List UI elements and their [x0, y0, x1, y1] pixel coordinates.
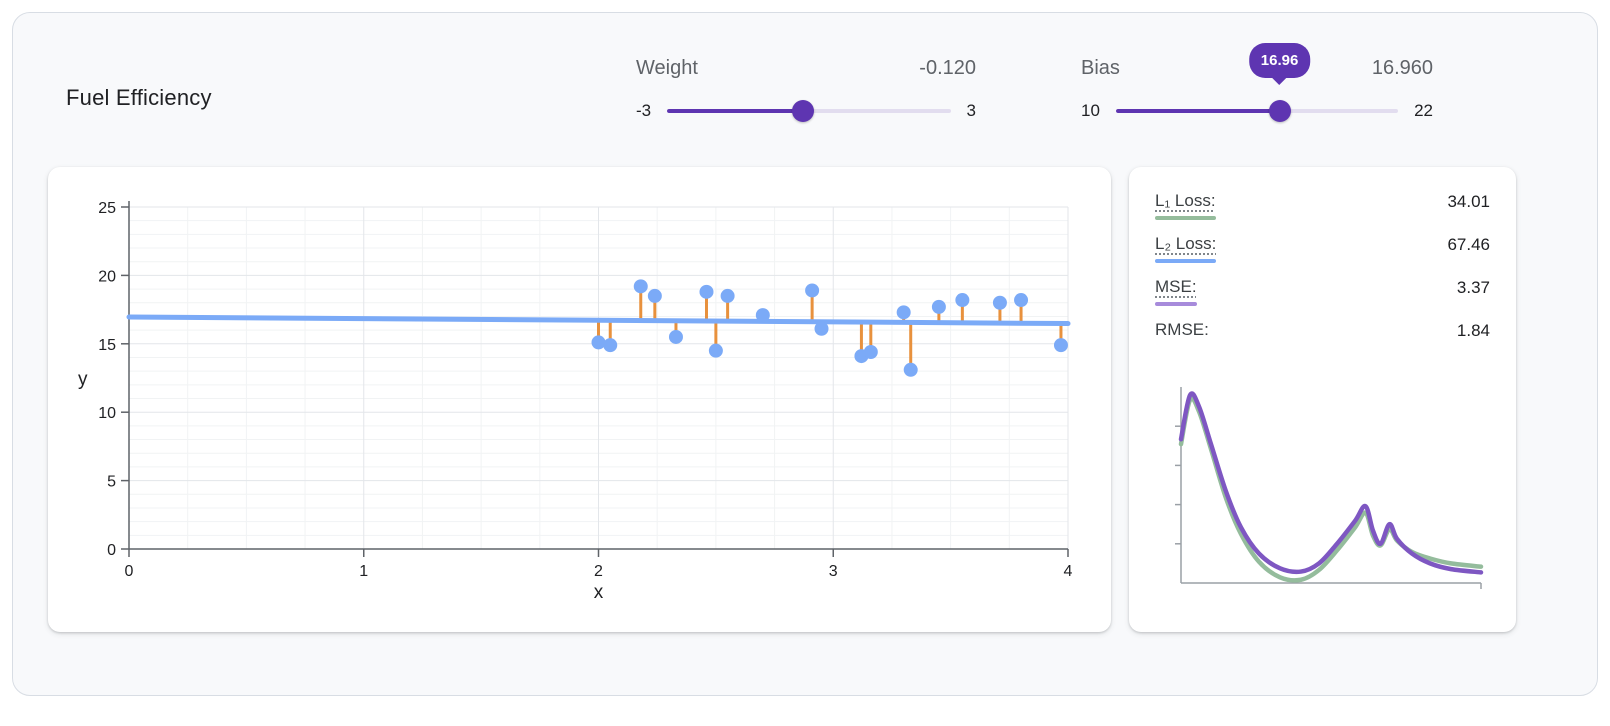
svg-text:1: 1 [359, 563, 368, 580]
weight-slider[interactable] [667, 100, 951, 122]
loss-history-chart-wrap [1129, 379, 1516, 624]
metric-l2-legend-swatch [1155, 259, 1216, 263]
metric-l1-legend-swatch [1155, 216, 1216, 220]
svg-text:0: 0 [107, 542, 116, 559]
svg-text:20: 20 [98, 268, 116, 285]
svg-text:0: 0 [125, 563, 134, 580]
bias-slider-track[interactable] [1115, 109, 1399, 113]
metric-l2-value: 67.46 [1447, 235, 1490, 254]
bias-slider-fill [1115, 109, 1280, 113]
metric-l2-label: L₂ Loss: [1155, 234, 1217, 253]
metric-mse-legend-swatch [1155, 302, 1197, 306]
bias-min-label: 10 [1081, 101, 1100, 120]
svg-text:5: 5 [107, 474, 116, 491]
metric-l1-label: L₁ Loss: [1155, 191, 1216, 210]
scatter-plot: 0 5 10 15 20 25 0 1 2 3 4 y x [78, 200, 1073, 603]
svg-text:x: x [594, 582, 604, 603]
svg-text:y: y [78, 369, 88, 390]
metric-mse: MSE: 3.37 [1155, 277, 1490, 307]
loss-metrics: L₁ Loss: 34.01 L₂ Loss: 67.46 MSE: 3.37 [1129, 167, 1516, 350]
metric-mse-value: 3.37 [1456, 278, 1490, 297]
svg-text:10: 10 [98, 405, 116, 422]
weight-min-label: -3 [636, 101, 652, 120]
bias-slider-thumb[interactable] [1268, 100, 1291, 122]
weight-slider-thumb[interactable] [792, 100, 815, 122]
metric-mse-label: MSE: [1155, 277, 1197, 296]
svg-text:4: 4 [1064, 563, 1073, 580]
svg-text:15: 15 [98, 337, 116, 354]
weight-control: Weight -0.120 -3 3 [636, 57, 976, 122]
svg-text:3: 3 [829, 563, 838, 580]
metric-l2-loss: L₂ Loss: 67.46 [1155, 234, 1490, 264]
loss-history-chart [1175, 387, 1484, 589]
weight-max-label: 3 [966, 101, 976, 120]
page-title: Fuel Efficiency [66, 85, 212, 110]
bias-slider-tooltip: 16.96 [1248, 43, 1311, 78]
weight-slider-fill [667, 109, 804, 113]
metric-rmse-label: RMSE: [1155, 320, 1209, 339]
app-container: Fuel Efficiency Weight -0.120 -3 3 Bias … [12, 12, 1598, 696]
bias-max-label: 22 [1414, 101, 1433, 120]
metric-rmse-value: 1.84 [1456, 321, 1490, 340]
metric-l1-loss: L₁ Loss: 34.01 [1155, 191, 1490, 221]
svg-text:2: 2 [594, 563, 603, 580]
scatter-chart-card: 0 5 10 15 20 25 0 1 2 3 4 y x [48, 167, 1111, 632]
svg-text:25: 25 [98, 200, 116, 217]
metric-l1-value: 34.01 [1447, 192, 1490, 211]
metric-rmse: RMSE: 1.84 [1155, 320, 1490, 350]
weight-value: -0.120 [919, 57, 976, 79]
weight-label: Weight [636, 57, 698, 79]
bias-label: Bias [1081, 57, 1120, 79]
bias-slider[interactable]: 16.96 [1115, 43, 1399, 122]
bias-control: Bias 16.960 10 16.96 22 [1081, 43, 1433, 122]
bias-value: 16.960 [1371, 57, 1433, 79]
loss-panel: L₁ Loss: 34.01 L₂ Loss: 67.46 MSE: 3.37 [1129, 167, 1516, 632]
